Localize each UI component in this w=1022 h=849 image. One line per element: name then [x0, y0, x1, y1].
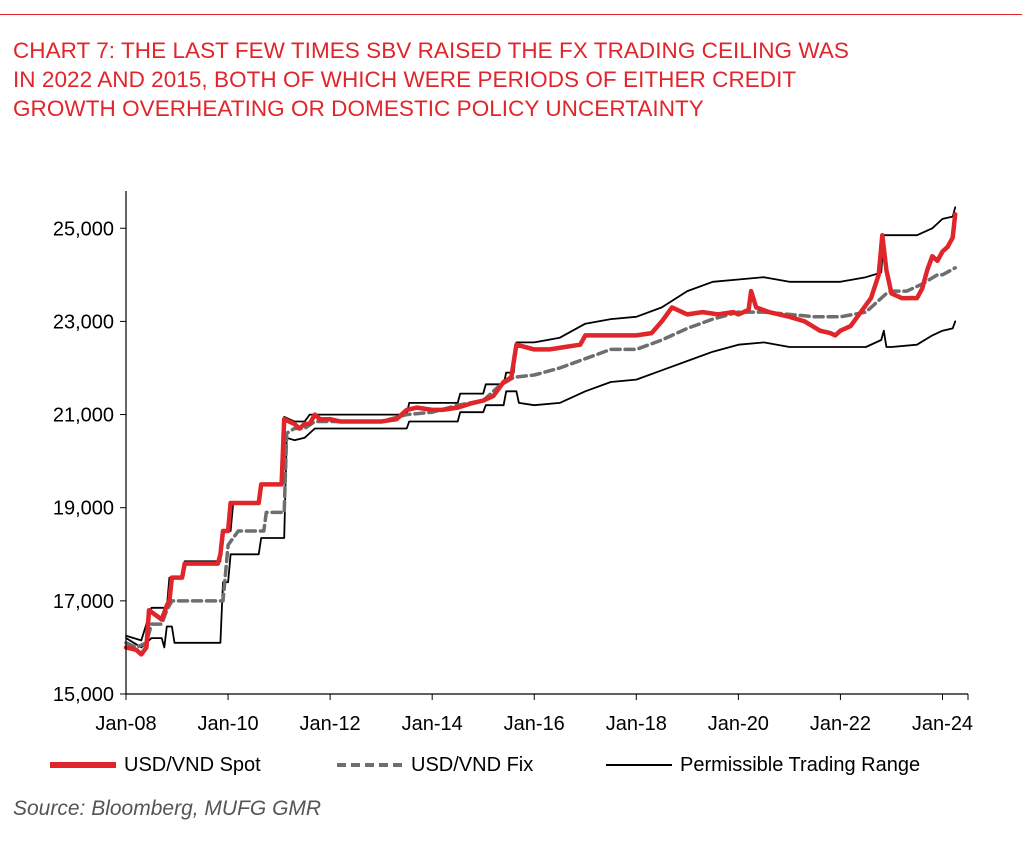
- axis-layer: 15,000 17,000 19,000 21,000 23,000 25,000 Jan-…: [53, 191, 973, 735]
- x-tick-label: Jan-22: [810, 713, 871, 735]
- chart-title-line-2: IN 2022 AND 2015, BOTH OF WHICH WERE PER…: [13, 67, 797, 92]
- y-tick-label: 15,000: [53, 684, 114, 706]
- legend-swatch-spot: [50, 762, 116, 768]
- legend-swatch-range: [606, 764, 672, 766]
- legend: USD/VND Spot USD/VND Fix Permissible Tra…: [0, 745, 1022, 785]
- y-tick-label: 17,000: [53, 591, 114, 613]
- x-tick-label: Jan-20: [708, 713, 769, 735]
- y-tick-label: 23,000: [53, 311, 114, 333]
- x-tick-label: Jan-24: [912, 713, 973, 735]
- series-line-usd-vnd-spot: [123, 212, 958, 657]
- x-tick-label: Jan-14: [402, 713, 463, 735]
- series-line-usd-vnd-fix: [124, 266, 957, 650]
- legend-label-fix: USD/VND Fix: [411, 753, 534, 776]
- legend-item-range: Permissible Trading Range: [606, 745, 920, 785]
- legend-swatch-fix: [337, 763, 403, 767]
- x-tick-label: Jan-12: [300, 713, 361, 735]
- series-line-permissible-trading-range-upper: [125, 206, 957, 642]
- legend-label-range: Permissible Trading Range: [680, 753, 921, 776]
- top-rule: [0, 14, 1022, 15]
- series-line-permissible-trading-range-lower: [125, 320, 957, 649]
- chart-title: CHART 7: THE LAST FEW TIMES SBV RAISED T…: [13, 36, 1013, 123]
- series-layer: [123, 206, 958, 657]
- chart-title-line-3: GROWTH OVERHEATING OR DOMESTIC POLICY UN…: [13, 96, 704, 121]
- legend-item-fix: USD/VND Fix: [337, 745, 533, 785]
- source-note: Source: Bloomberg, MUFG GMR: [13, 797, 322, 820]
- x-tick-label: Jan-16: [504, 713, 565, 735]
- y-tick-label: 21,000: [53, 405, 114, 427]
- legend-label-spot: USD/VND Spot: [124, 753, 261, 776]
- x-tick-label: Jan-18: [606, 713, 667, 735]
- y-tick-label: 19,000: [53, 498, 114, 520]
- x-tick-label: Jan-10: [197, 713, 258, 735]
- x-tick-label: Jan-08: [95, 713, 156, 735]
- legend-item-spot: USD/VND Spot: [50, 745, 261, 785]
- chart-title-line-1: CHART 7: THE LAST FEW TIMES SBV RAISED T…: [13, 38, 849, 63]
- y-tick-label: 25,000: [53, 218, 114, 240]
